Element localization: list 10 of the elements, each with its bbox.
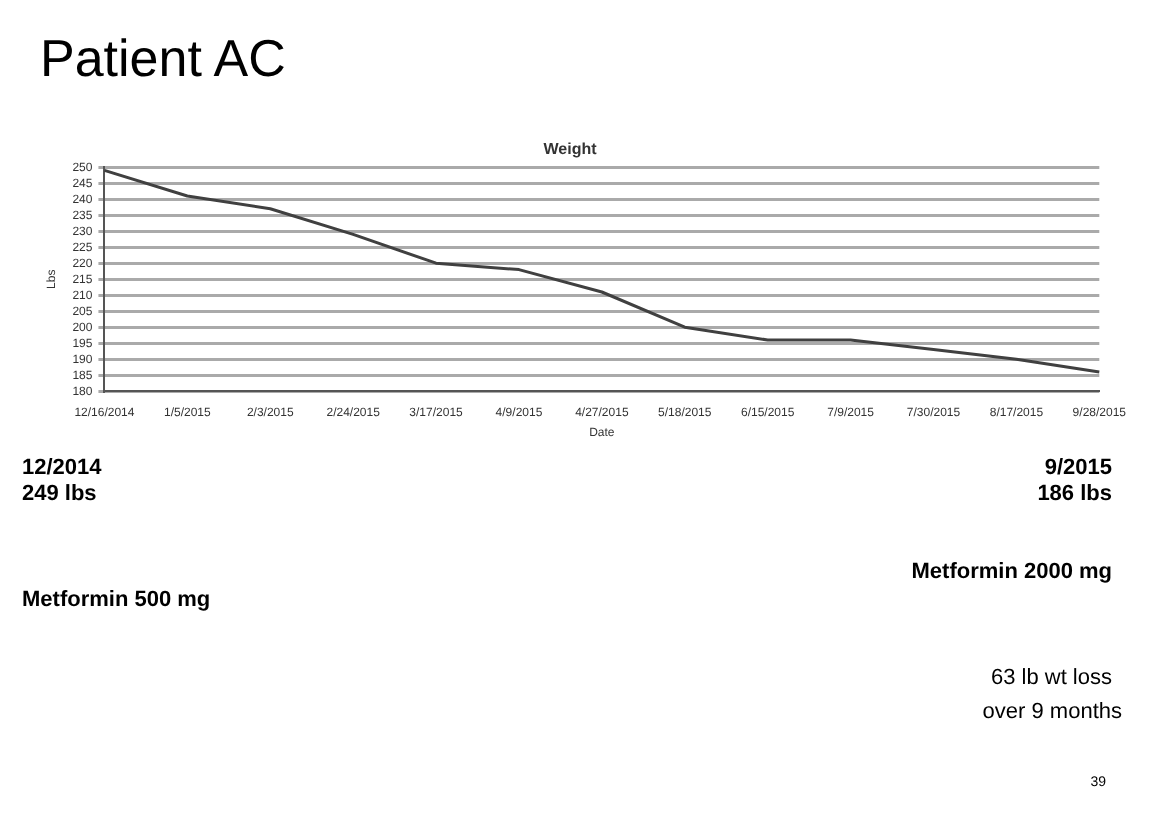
text: Metformin 500 mg — [22, 588, 211, 612]
text: 63 lb wt loss — [990, 666, 1112, 690]
chart-subtitle: Patient AC — [40, 28, 286, 90]
text: 249 lbs — [22, 482, 97, 506]
text: 186 lbs — [1037, 482, 1112, 506]
text: 9/2015 — [1044, 456, 1112, 480]
text: Metformin 2000 mg — [911, 560, 1112, 584]
text: 12/2014 — [22, 456, 102, 480]
text: over 9 months — [982, 700, 1122, 724]
chart-title: Weight — [543, 140, 598, 159]
